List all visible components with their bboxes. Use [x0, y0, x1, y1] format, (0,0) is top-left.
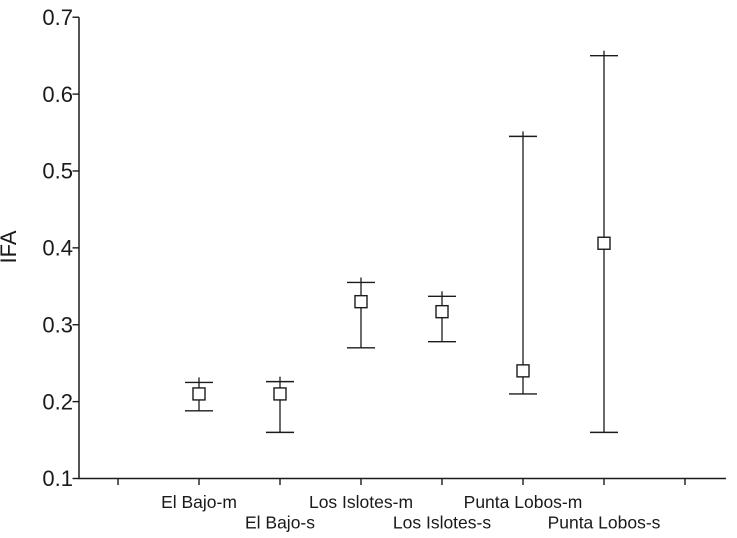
x-category-label: Punta Lobos-s — [548, 513, 661, 533]
x-category-label: Punta Lobos-m — [464, 492, 583, 512]
y-tick-label: 0.2 — [42, 389, 73, 414]
mean-marker — [192, 387, 206, 401]
mean-marker — [516, 364, 530, 378]
y-tick-label: 0.6 — [42, 82, 73, 107]
x-category-label: Los Islotes-m — [309, 492, 413, 512]
mean-marker — [435, 304, 449, 319]
x-category-label: El Bajo-s — [245, 513, 315, 533]
y-tick-label: 0.1 — [42, 466, 73, 491]
y-tick-label: 0.7 — [42, 5, 73, 30]
y-tick-label: 0.4 — [42, 236, 73, 261]
mean-marker — [354, 294, 368, 309]
y-tick-label: 0.3 — [42, 312, 73, 337]
mean-marker — [273, 387, 287, 401]
y-tick-label: 0.5 — [42, 159, 73, 184]
mean-marker — [597, 236, 611, 250]
y-axis-title: IFA — [0, 230, 21, 263]
x-category-label: El Bajo-m — [161, 492, 237, 512]
x-category-label: Los Islotes-s — [393, 513, 491, 533]
